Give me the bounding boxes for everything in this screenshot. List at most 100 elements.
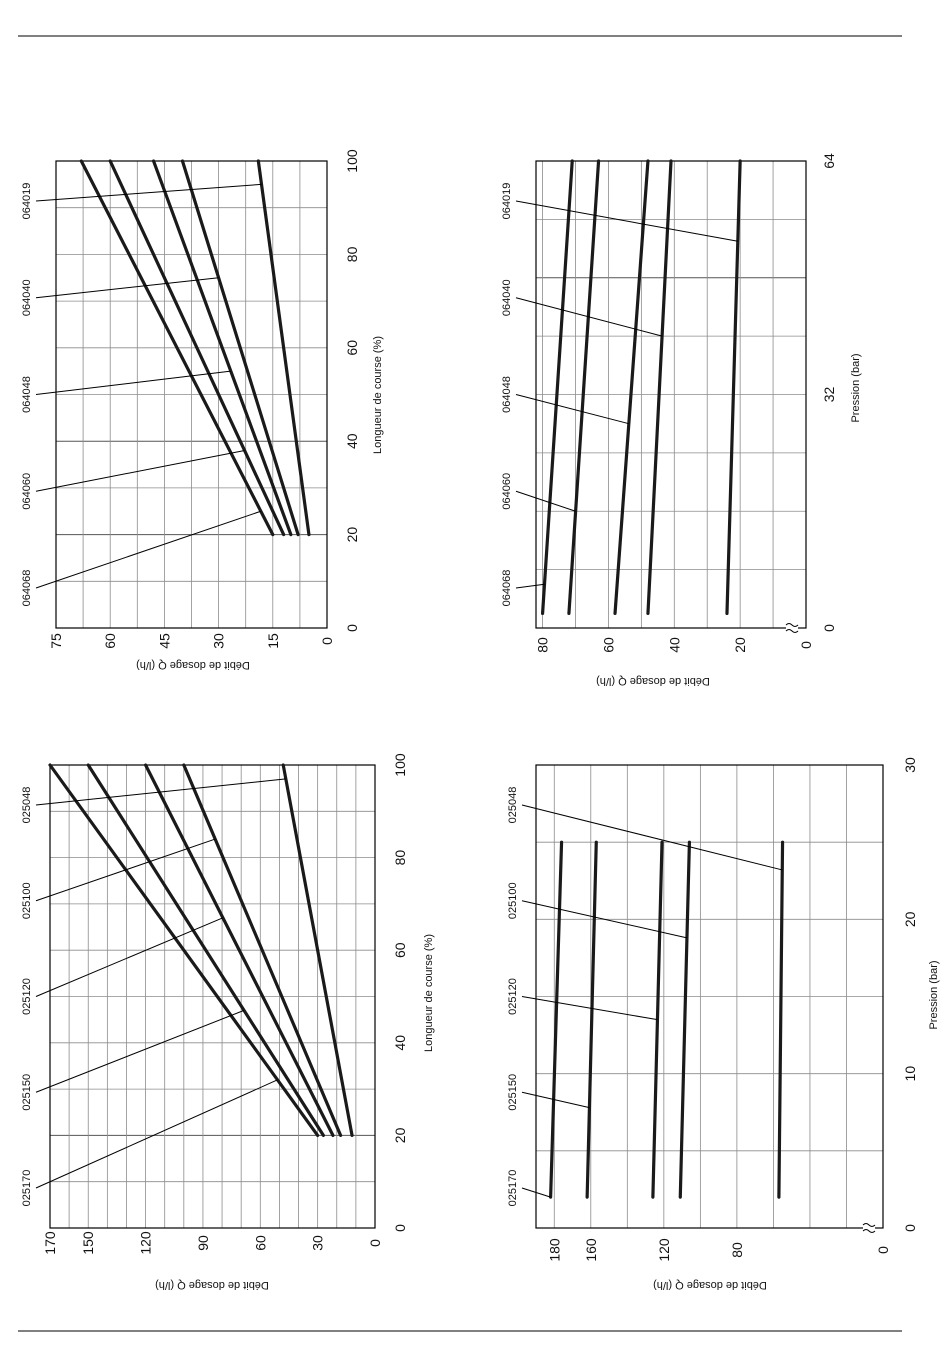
chart-3: 0 20 40 60 80 100 0 30 60 90 120 150 170 Longueur de …	[21, 753, 435, 1291]
series-label: 064048	[501, 376, 513, 413]
series-line	[613, 159, 650, 616]
x-tick-label: 40	[392, 1035, 408, 1051]
series-line	[540, 159, 574, 616]
y-tick-label: 40	[666, 637, 682, 653]
series-line	[256, 159, 311, 537]
x-tick-label: 100	[392, 753, 408, 777]
y-tick-label: 20	[732, 637, 748, 653]
leader-line	[521, 1091, 590, 1109]
series-label: 064040	[21, 279, 33, 316]
plot-frame	[535, 764, 884, 1229]
leader-line	[35, 838, 216, 902]
series-line	[48, 763, 320, 1138]
leader-line	[35, 778, 286, 806]
leader-line	[521, 1187, 551, 1198]
x-tick-label: 80	[392, 850, 408, 866]
leader-line	[35, 1009, 245, 1093]
chart-1: 0 20 40 60 80 100 0 15 30 45 60 75 Longueur de cours…	[21, 149, 384, 671]
leader-line	[35, 1079, 278, 1189]
series-line	[281, 763, 354, 1138]
series-line	[585, 840, 598, 1199]
series-line	[567, 159, 601, 616]
leader-line	[515, 583, 545, 589]
x-tick-label: 60	[392, 942, 408, 958]
series-line	[151, 159, 293, 537]
y-axis-title: Débit de dosage Q (l/h)	[155, 1279, 269, 1291]
series-line	[143, 763, 335, 1138]
y-tick-label: 60	[252, 1235, 268, 1251]
x-tick-label: 40	[344, 433, 360, 449]
y-tick-label: 170	[42, 1231, 58, 1255]
x-tick-label: 10	[902, 1066, 918, 1082]
y-tick-label: 80	[535, 637, 551, 653]
y-tick-label: 30	[211, 633, 227, 649]
y-tick-label: 15	[265, 633, 281, 649]
y-axis-title: Débit de dosage Q (l/h)	[596, 675, 710, 687]
y-tick-label: 0	[875, 1246, 891, 1254]
series-label: 025150	[507, 1074, 519, 1111]
x-tick-label: 64	[821, 153, 837, 169]
series-label: 025150	[21, 1074, 33, 1111]
leader-line	[35, 183, 262, 202]
chart-4: 0 10 20 30 0 80 120 160 180 Pression (bar) Débit d…	[507, 757, 940, 1291]
y-tick-label: 0	[367, 1239, 383, 1247]
series-label: 025170	[21, 1170, 33, 1207]
series-label: 025048	[21, 787, 33, 824]
series-label: 025120	[507, 978, 519, 1015]
y-tick-label: 120	[656, 1238, 672, 1262]
series-line	[182, 763, 343, 1138]
series-label: 025170	[507, 1170, 519, 1207]
y-tick-label: 45	[156, 633, 172, 649]
series-label: 064060	[501, 473, 513, 510]
x-axis-title: Longueur de course (%)	[372, 336, 384, 454]
series-label: 064060	[21, 473, 33, 510]
axis-break-mask	[863, 1225, 875, 1231]
series-line	[86, 763, 325, 1138]
leader-line	[515, 200, 738, 242]
leader-line	[35, 370, 231, 395]
series-label: 064019	[21, 183, 33, 220]
leader-line	[515, 490, 576, 512]
x-tick-label: 60	[344, 340, 360, 356]
x-axis-title: Pression (bar)	[850, 353, 862, 422]
leader-line	[521, 804, 783, 871]
x-tick-label: 0	[902, 1224, 918, 1232]
leader-line	[515, 297, 663, 337]
leader-line	[35, 277, 219, 299]
axis-break-mask	[786, 625, 798, 631]
y-axis-title: Débit de dosage Q (l/h)	[653, 1279, 767, 1291]
x-tick-label: 0	[821, 624, 837, 632]
leader-line	[35, 450, 245, 492]
plot-frame	[55, 160, 328, 629]
y-tick-label: 60	[102, 633, 118, 649]
x-tick-label: 0	[392, 1224, 408, 1232]
leader-line	[521, 900, 688, 939]
x-tick-label: 80	[344, 246, 360, 262]
series-line	[777, 840, 785, 1199]
x-tick-label: 20	[902, 911, 918, 927]
leader-line	[35, 510, 261, 589]
series-line	[646, 159, 673, 616]
y-tick-label: 150	[80, 1231, 96, 1255]
y-tick-label: 160	[583, 1238, 599, 1262]
series-label: 064040	[501, 279, 513, 316]
axis-break-mark	[862, 1223, 876, 1233]
y-tick-label: 90	[195, 1235, 211, 1251]
y-tick-label: 0	[319, 637, 335, 645]
series-label: 064068	[21, 570, 33, 607]
series-label: 064068	[501, 570, 513, 607]
series-label: 025120	[21, 978, 33, 1015]
series-line	[678, 840, 692, 1199]
y-axis-title: Débit de dosage Q (l/h)	[136, 659, 250, 671]
series-line	[108, 159, 286, 537]
y-tick-label: 80	[729, 1242, 745, 1258]
x-tick-label: 100	[344, 149, 360, 173]
leader-line	[515, 394, 629, 425]
y-tick-label: 0	[798, 641, 814, 649]
series-label: 064019	[501, 183, 513, 220]
x-axis-title: Longueur de course (%)	[423, 934, 435, 1052]
x-tick-label: 0	[344, 624, 360, 632]
series-line	[79, 159, 275, 537]
series-label: 025100	[21, 882, 33, 919]
